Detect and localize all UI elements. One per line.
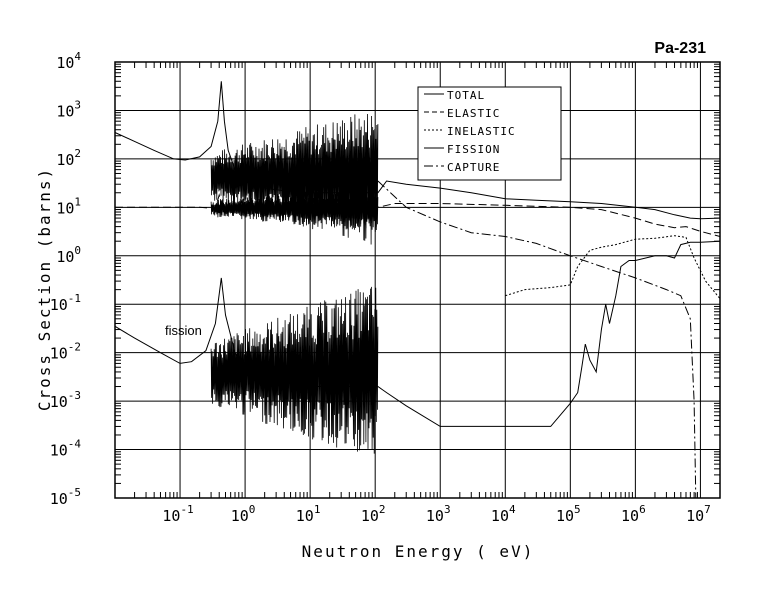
chart-legend: TOTAL ELASTIC INELASTIC FISSION CAPTURE xyxy=(417,86,562,181)
series-lines xyxy=(114,81,721,499)
legend-label-fission: FISSION xyxy=(447,143,500,156)
fission-annotation: fission xyxy=(165,323,202,338)
legend-label-elastic: ELASTIC xyxy=(447,107,500,120)
legend-box xyxy=(417,86,562,181)
resonance-trace-fission xyxy=(210,286,379,454)
chart-title: Pa-231 xyxy=(654,40,706,57)
resonance-traces xyxy=(210,113,379,454)
x-axis-label: Neutron Energy ( eV) xyxy=(302,542,535,561)
x-tick-labels: 10-1 100 101 102 103 104 105 106 107 xyxy=(162,503,710,525)
resonance-trace-total xyxy=(210,113,379,245)
resonance-trace-elastic xyxy=(210,185,379,233)
series-line-total xyxy=(114,81,721,220)
legend-label-capture: CAPTURE xyxy=(447,161,500,174)
series-line-fission xyxy=(114,240,721,427)
series-line-capture xyxy=(377,180,697,499)
legend-label-total: TOTAL xyxy=(447,89,485,102)
y-axis-label: Cross Section (barns) xyxy=(35,167,54,411)
plot-frame xyxy=(114,61,721,499)
legend-label-inelastic: INELASTIC xyxy=(447,125,516,138)
series-line-inelastic xyxy=(505,235,721,300)
series-line-elastic xyxy=(115,193,721,237)
